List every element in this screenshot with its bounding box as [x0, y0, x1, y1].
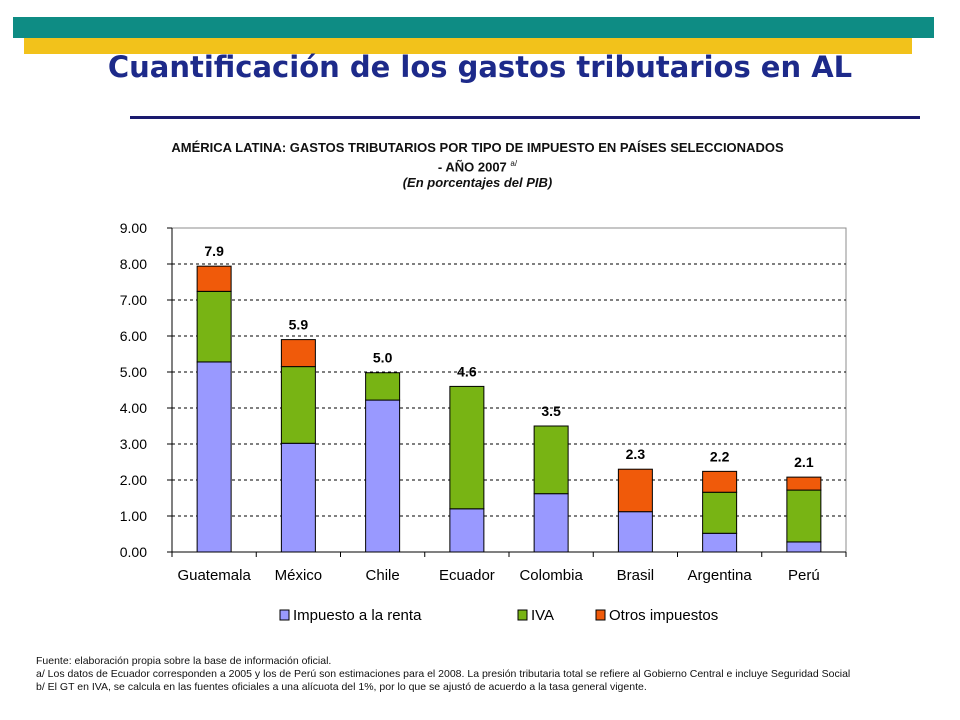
- bar-segment-2: [786, 489, 822, 543]
- bar-segment-1: [365, 399, 401, 553]
- y-tick-label: 7.00: [120, 292, 147, 308]
- total-data-label: 3.5: [541, 403, 561, 419]
- x-tick-label: Argentina: [688, 567, 753, 584]
- bar-segment-1: [702, 532, 738, 553]
- y-tick-label: 3.00: [120, 436, 147, 452]
- header-yellow-bar: [24, 38, 912, 54]
- x-tick-label: Chile: [366, 567, 400, 584]
- plot-area: [171, 227, 847, 553]
- x-tick-label: Guatemala: [177, 567, 251, 584]
- legend-label: Impuesto a la renta: [293, 607, 422, 624]
- x-tick-label: Brasil: [617, 567, 655, 584]
- total-data-label: 5.9: [289, 317, 309, 333]
- x-tick-label: Colombia: [519, 567, 583, 584]
- chart-heading-subtitle: (En porcentajes del PIB): [402, 175, 553, 191]
- bar-segment-1: [533, 493, 569, 553]
- bar-segment-1: [196, 361, 232, 553]
- footnotes: Fuente: elaboración propia sobre la base…: [36, 655, 926, 694]
- x-tick-label: Perú: [788, 567, 820, 584]
- bar-segment-3: [702, 470, 738, 493]
- bar-segment-3: [786, 476, 822, 491]
- legend-swatch: [279, 609, 290, 621]
- title-underline: [130, 116, 920, 119]
- total-data-label: 2.2: [710, 448, 730, 464]
- chart-heading-line2: - AÑO 2007 a/: [0, 156, 955, 175]
- chart-heading-line1: AMÉRICA LATINA: GASTOS TRIBUTARIOS POR T…: [171, 140, 784, 155]
- y-tick-label: 6.00: [120, 328, 147, 344]
- legend-label: Otros impuestos: [609, 607, 718, 624]
- bar-segment-2: [196, 290, 232, 363]
- bar-segment-3: [196, 265, 232, 292]
- slide-title: Cuantificación de los gastos tributarios…: [107, 50, 853, 84]
- chart-heading-footnote-mark: a/: [510, 159, 518, 168]
- legend-swatch: [517, 609, 528, 621]
- y-tick-label: 2.00: [120, 472, 147, 488]
- y-tick-label: 4.00: [120, 400, 147, 416]
- chart-heading: AMÉRICA LATINA: GASTOS TRIBUTARIOS POR T…: [0, 140, 955, 191]
- footnote-a: a/ Los datos de Ecuador corresponden a 2…: [36, 668, 851, 680]
- total-data-label: 2.3: [626, 446, 646, 462]
- y-tick-label: 9.00: [120, 220, 147, 236]
- bar-segment-2: [702, 491, 738, 534]
- legend-swatch: [595, 609, 606, 621]
- bar-segment-3: [280, 339, 316, 368]
- bar-segment-2: [365, 372, 401, 401]
- bar-segment-2: [533, 425, 569, 495]
- total-data-label: 5.0: [373, 350, 393, 366]
- y-tick-label: 0.00: [120, 544, 147, 560]
- bar-segment-2: [449, 385, 485, 510]
- total-data-label: 7.9: [204, 243, 224, 259]
- bar-segment-3: [617, 468, 653, 513]
- header-teal-bar: [13, 17, 934, 38]
- footnote-source: Fuente: elaboración propia sobre la base…: [36, 655, 332, 667]
- y-tick-label: 8.00: [120, 256, 147, 272]
- x-tick-label: México: [275, 567, 323, 584]
- footnote-b: b/ El GT en IVA, se calcula en las fuent…: [36, 681, 647, 693]
- y-tick-label: 5.00: [120, 364, 147, 380]
- x-tick-label: Ecuador: [439, 567, 495, 584]
- chart-heading-year: - AÑO 2007: [437, 159, 507, 175]
- bar-segment-2: [280, 366, 316, 444]
- bar-segment-1: [786, 541, 822, 553]
- total-data-label: 2.1: [794, 454, 814, 470]
- y-tick-label: 1.00: [120, 508, 147, 524]
- total-data-label: 4.6: [457, 363, 477, 379]
- bar-segment-1: [617, 511, 653, 553]
- legend-label: IVA: [531, 607, 554, 624]
- bar-segment-1: [280, 442, 316, 553]
- bar-segment-1: [449, 508, 485, 553]
